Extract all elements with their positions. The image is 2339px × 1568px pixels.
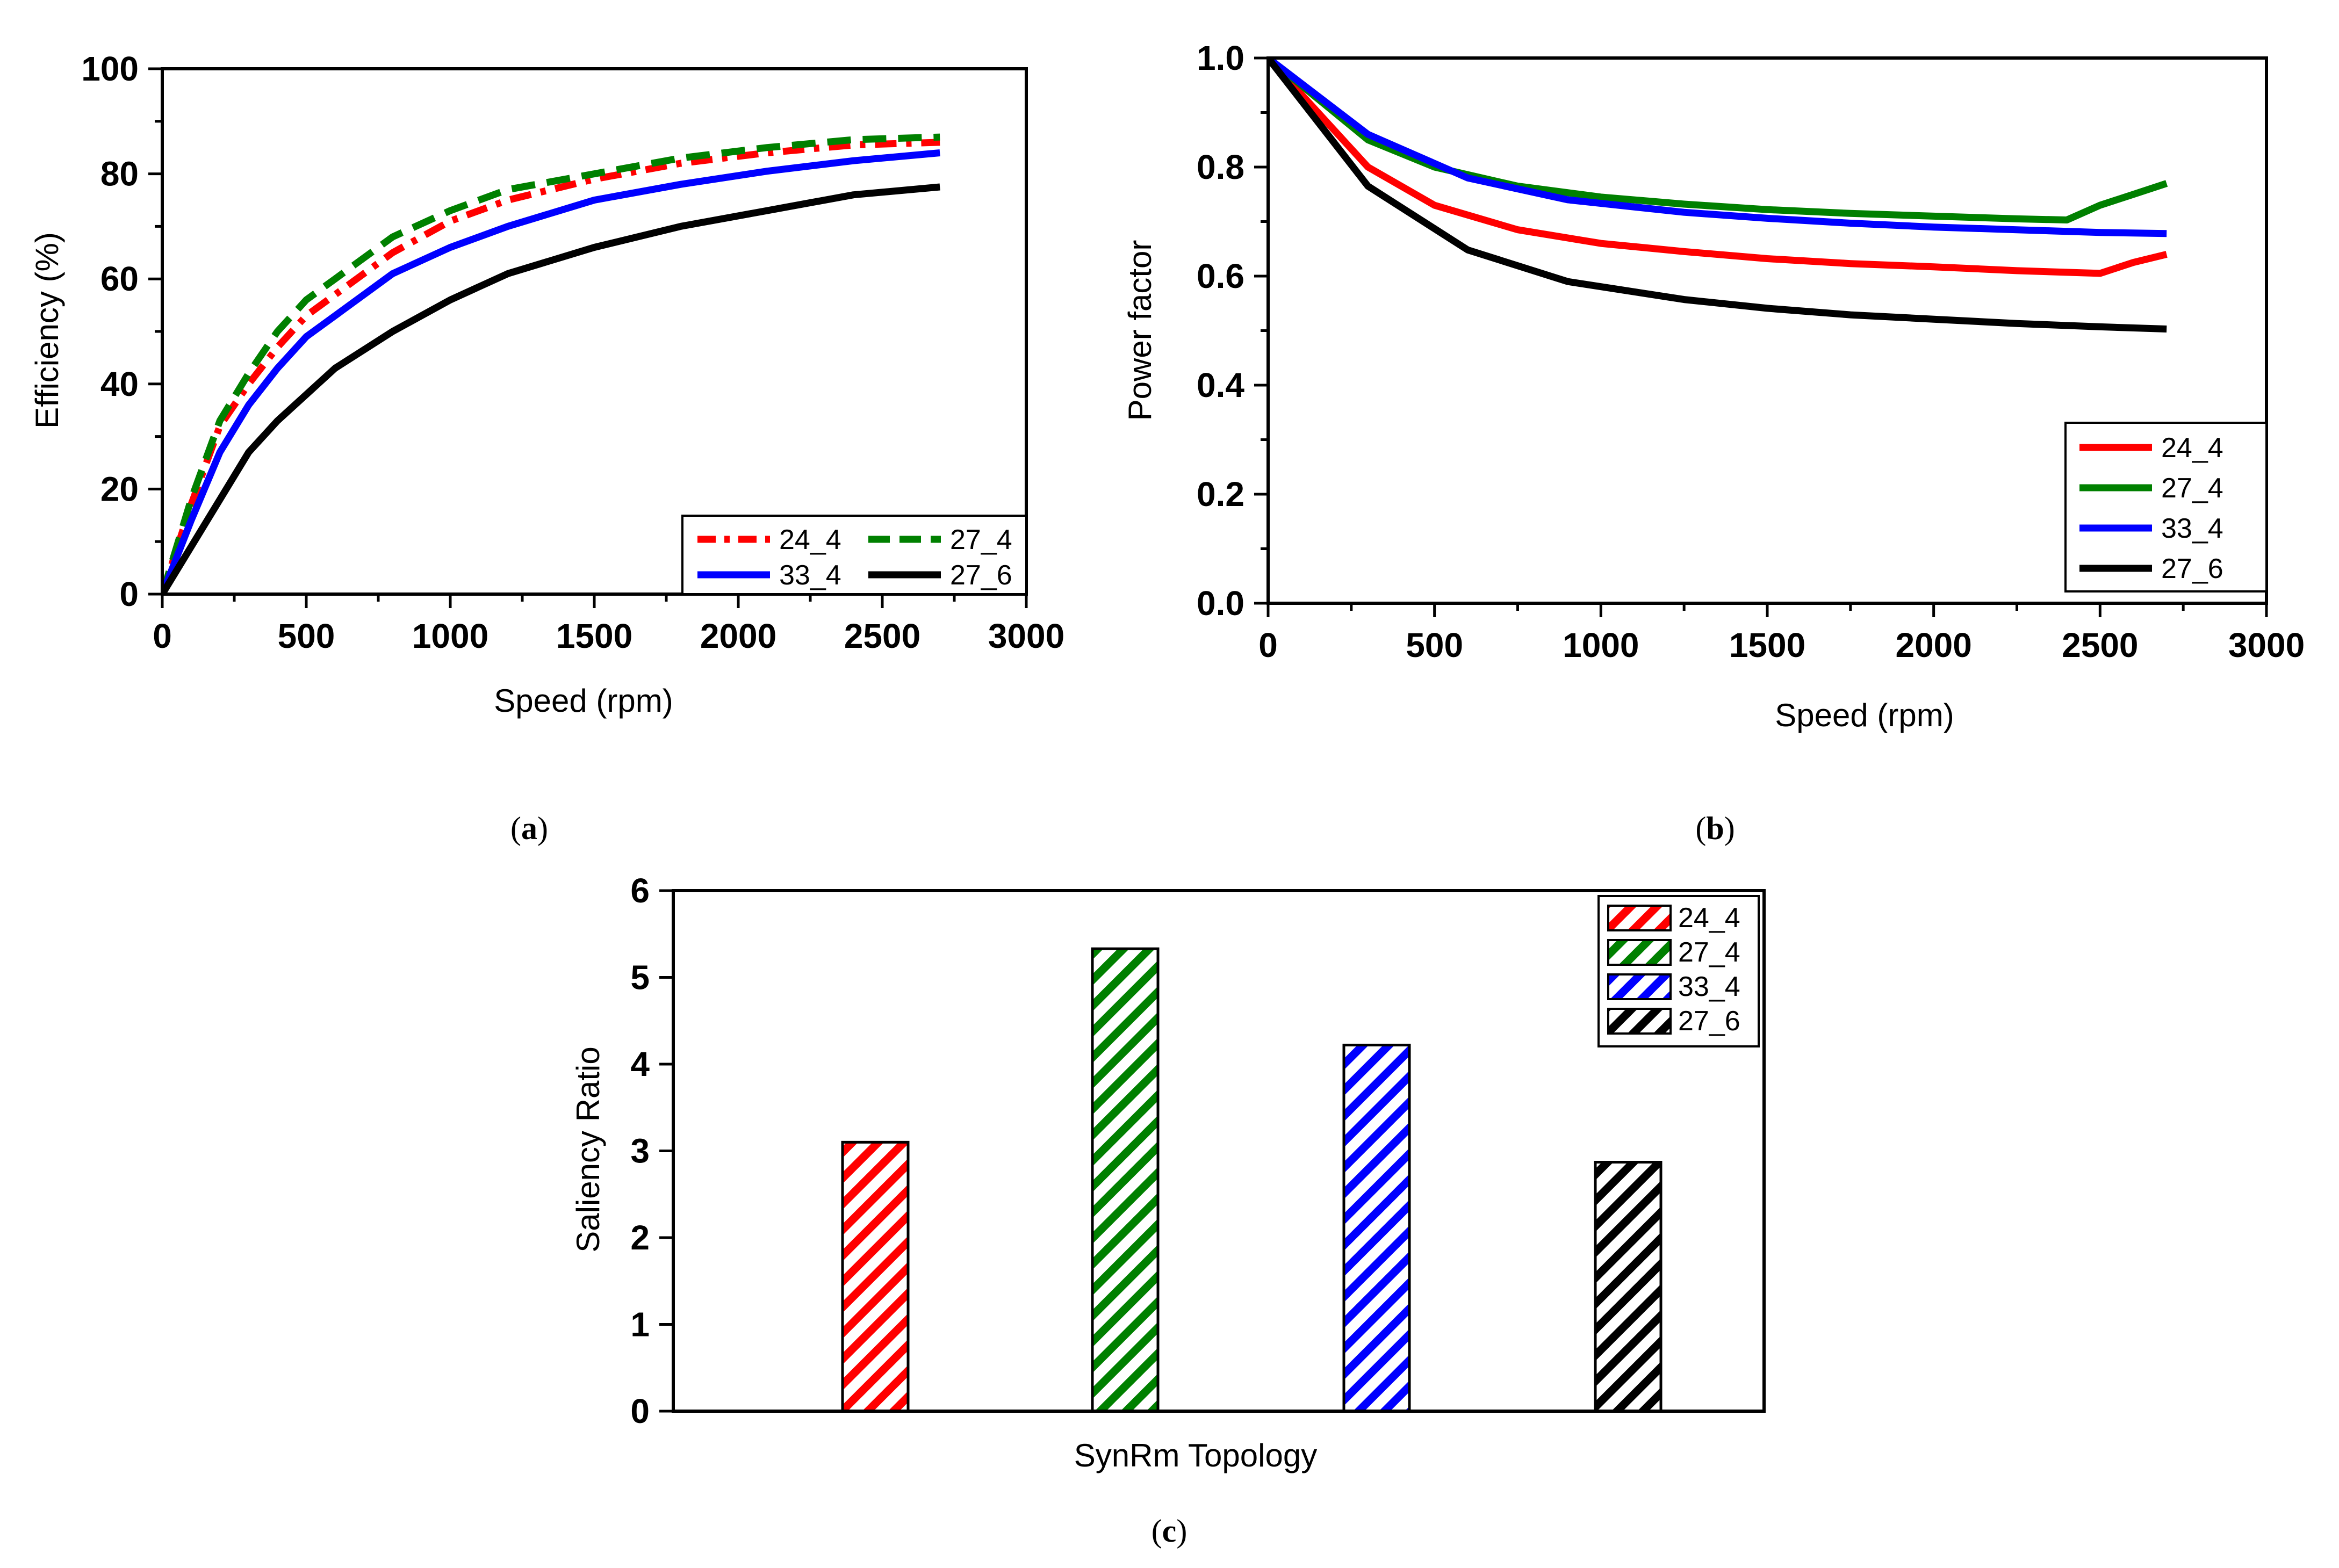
- c-legend-swatch: [1607, 939, 1672, 966]
- power-factor-xlabel: Speed (rpm): [1775, 697, 1954, 733]
- a-legend-label: 27_4: [950, 524, 1012, 555]
- b-x-tick-label: 1000: [1563, 626, 1639, 664]
- c-legend: 24_427_433_4 27_6: [1597, 895, 1760, 1047]
- c-y-tick-label: 0: [630, 1392, 650, 1430]
- a-x-tick-label: 500: [278, 617, 335, 655]
- a-series-27-4-line: [162, 133, 940, 594]
- a-series-27-6-line: [162, 183, 940, 594]
- a-y-tick-label: 60: [100, 259, 139, 298]
- a-x-tick-label: 2000: [700, 617, 776, 655]
- b-legend-label: 33_4: [2161, 513, 2223, 544]
- c-legend-label: 27_4: [1678, 937, 1740, 968]
- a-legend: 24_4 27_4 33_4 27_6: [681, 515, 1027, 595]
- c-legend-label: 24_4: [1678, 902, 1740, 934]
- c-legend-label: 33_4: [1678, 971, 1740, 1002]
- b-series-27-6-line: [1268, 58, 2167, 333]
- a-legend-label: 24_4: [779, 524, 841, 555]
- b-series-33-4-line: [1268, 58, 2167, 237]
- efficiency-ylabel: Efficiency (%): [29, 232, 65, 429]
- b-series-24-4-line: [1268, 58, 2168, 277]
- caption-b-letter: b: [1706, 811, 1724, 846]
- saliency-xlabel: SynRm Topology: [1074, 1437, 1317, 1473]
- b-legend-label: 27_4: [2161, 473, 2223, 504]
- c-legend-label: 27_6: [1678, 1006, 1740, 1037]
- saliency-chart: 0 1 2 3 4 5 6 24_427_433_4 27_6 SynRm Topology S…: [570, 871, 1766, 1473]
- a-y-tick-label: 100: [81, 49, 139, 88]
- b-y-tick-label: 0.8: [1197, 148, 1244, 186]
- power-factor-ylabel: Power factor: [1122, 240, 1158, 421]
- b-x-tick-label: 500: [1406, 626, 1463, 664]
- c-y-tick-label: 4: [630, 1045, 650, 1083]
- a-legend-box: [681, 515, 1027, 595]
- c-y-tick-label: 2: [630, 1218, 650, 1257]
- a-series-33-4-line: [162, 149, 940, 594]
- saliency-bar-24-4: [841, 1140, 910, 1413]
- caption-b: (b): [1695, 811, 1735, 846]
- c-legend-swatch: [1607, 1008, 1672, 1035]
- b-series-27-4-line: [1268, 58, 2168, 223]
- a-x-tick-label: 0: [153, 617, 172, 655]
- b-x-tick-label: 0: [1258, 626, 1278, 664]
- a-x-tick-label: 1500: [556, 617, 632, 655]
- b-y-tick-label: 0.6: [1197, 257, 1244, 295]
- b-legend-label: 27_6: [2161, 553, 2223, 584]
- power-factor-chart: 0 500 1000 1500 2000 2500 3000 0.0 0.2 0.4 0.6 0.8 1…: [1122, 39, 2305, 733]
- saliency-ylabel: Saliency Ratio: [570, 1046, 606, 1253]
- a-x-tick-label: 3000: [988, 617, 1064, 655]
- saliency-bar-33-4: [1342, 1043, 1411, 1413]
- b-x-tick-label: 3000: [2228, 626, 2305, 664]
- c-y-tick-label: 6: [630, 871, 650, 910]
- a-x-tick-label: 2500: [844, 617, 920, 655]
- a-y-tick-label: 80: [100, 155, 139, 193]
- caption-a: (a): [510, 811, 548, 846]
- b-x-tick-label: 2000: [1895, 626, 1971, 664]
- caption-c: (c): [1151, 1513, 1188, 1549]
- b-y-tick-label: 0.0: [1197, 584, 1244, 623]
- efficiency-xlabel: Speed (rpm): [494, 683, 673, 719]
- b-y-tick-label: 1.0: [1197, 39, 1244, 77]
- caption-a-letter: a: [521, 811, 537, 846]
- b-y-tick-label: 0.4: [1197, 366, 1244, 404]
- b-legend-label: 24_4: [2161, 432, 2223, 464]
- caption-c-letter: c: [1162, 1513, 1177, 1549]
- efficiency-chart: 0 500 1000 1500 2000 2500 3000 0 20 40 60 80 100 24_4…: [29, 49, 1064, 719]
- b-y-tick-label: 0.2: [1197, 475, 1244, 514]
- a-legend-label: 33_4: [779, 560, 841, 591]
- a-y-tick-label: 0: [119, 575, 139, 613]
- c-legend-swatch: [1607, 905, 1672, 931]
- c-y-tick-label: 3: [630, 1132, 650, 1170]
- b-x-tick-label: 2500: [2062, 626, 2138, 664]
- b-legend: 24_4 27_4 33_4 27_6: [2064, 422, 2268, 592]
- c-y-tick-label: 1: [630, 1305, 650, 1344]
- a-legend-label: 27_6: [950, 560, 1012, 591]
- a-x-tick-label: 1000: [412, 617, 488, 655]
- a-y-tick-label: 40: [100, 365, 139, 403]
- a-y-tick-label: 20: [100, 469, 139, 508]
- a-series-24-4-line: [162, 139, 940, 594]
- c-y-tick-label: 5: [630, 958, 650, 997]
- saliency-bar-27-4: [1091, 947, 1160, 1413]
- b-x-tick-label: 1500: [1729, 626, 1805, 664]
- saliency-bar-27-6: [1594, 1160, 1663, 1413]
- c-legend-swatch: [1607, 973, 1672, 1000]
